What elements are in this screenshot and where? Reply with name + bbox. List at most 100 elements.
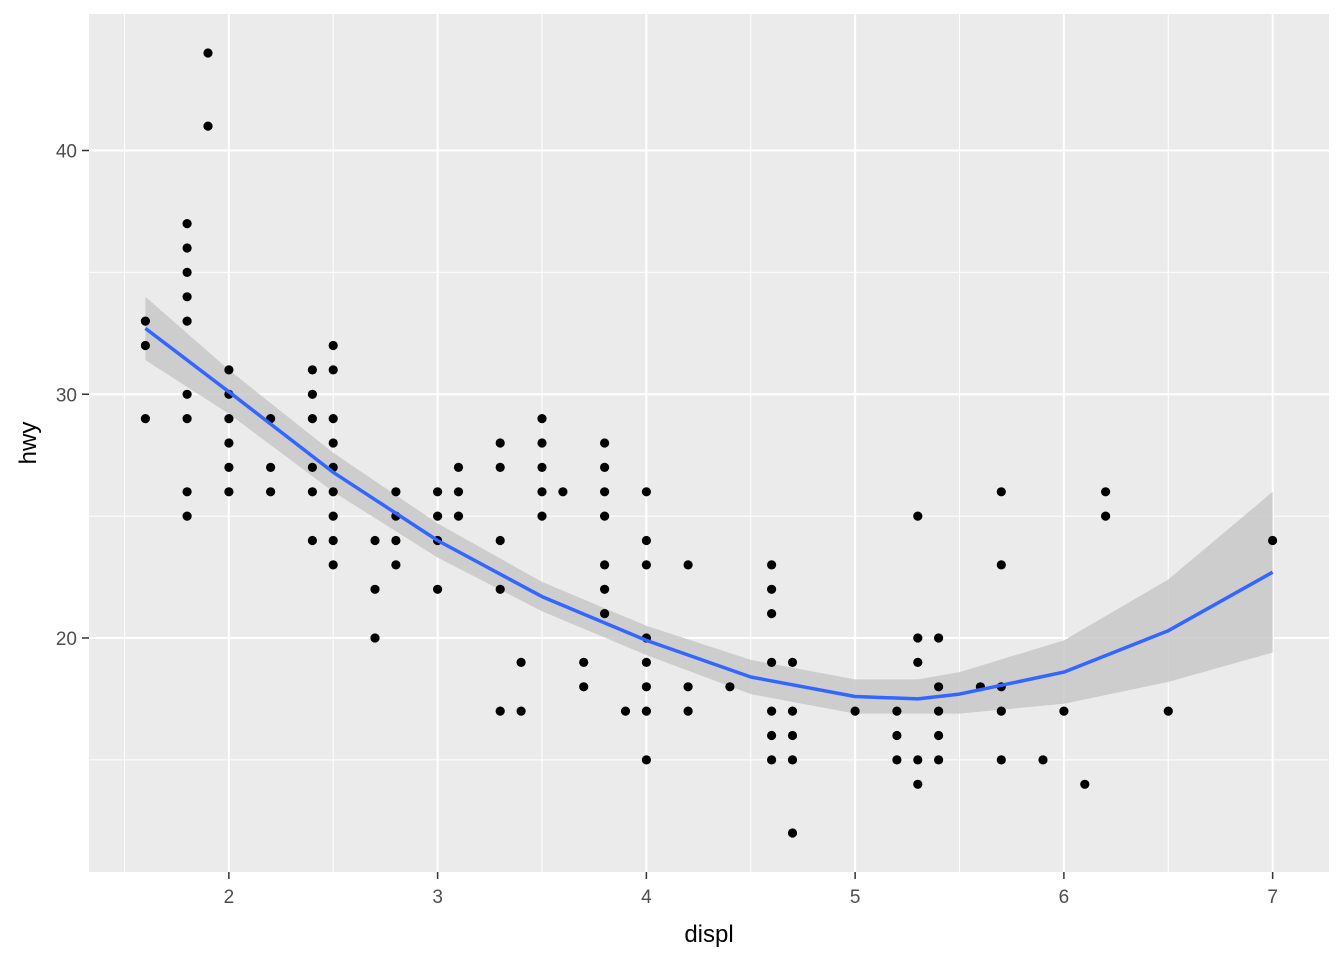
data-point: [600, 609, 610, 619]
data-point: [787, 657, 798, 668]
data-point: [683, 560, 693, 570]
data-point: [433, 511, 443, 521]
data-point: [934, 730, 944, 741]
data-point: [266, 462, 276, 472]
data-point: [537, 438, 547, 448]
data-point: [787, 730, 798, 741]
y-axis: 20 30 40: [56, 142, 89, 650]
data-point: [516, 657, 526, 668]
data-point: [307, 487, 317, 497]
data-point: [579, 657, 589, 668]
data-point: [182, 487, 192, 497]
data-point: [328, 414, 338, 424]
y-axis-title: hwy: [15, 422, 42, 465]
data-point: [913, 511, 923, 521]
data-point: [370, 535, 380, 546]
data-point: [307, 535, 317, 546]
data-point: [767, 609, 777, 619]
x-tick-label: 4: [641, 887, 652, 908]
data-point: [641, 682, 652, 692]
data-point: [182, 389, 192, 399]
data-point: [370, 633, 380, 643]
data-point: [641, 560, 652, 570]
data-point: [391, 535, 401, 546]
data-point: [453, 511, 464, 521]
data-point: [182, 267, 192, 277]
data-point: [579, 682, 589, 692]
data-point: [683, 706, 693, 716]
data-point: [140, 414, 150, 424]
data-point: [516, 706, 526, 716]
data-point: [495, 438, 505, 448]
data-point: [641, 755, 652, 765]
smooth-line: [144, 327, 1274, 701]
data-point: [641, 706, 652, 716]
data-point: [391, 487, 401, 497]
y-tick-label: 40: [56, 142, 77, 163]
data-point: [913, 657, 923, 668]
data-point: [495, 535, 505, 546]
data-point: [1268, 535, 1278, 546]
data-point: [433, 584, 443, 594]
data-point: [913, 779, 923, 789]
data-point: [892, 730, 902, 741]
data-point: [537, 414, 547, 424]
data-point: [683, 682, 693, 692]
data-point: [600, 487, 610, 497]
data-point: [996, 755, 1006, 765]
data-point: [224, 462, 234, 472]
data-point: [140, 340, 150, 351]
data-point: [266, 487, 276, 497]
data-point: [328, 438, 338, 448]
data-point: [767, 730, 777, 741]
data-point: [307, 389, 317, 399]
data-point: [892, 706, 902, 716]
data-point: [600, 560, 610, 570]
data-point: [224, 487, 234, 497]
data-point: [307, 414, 317, 424]
data-point: [641, 657, 652, 668]
x-tick-label: 7: [1267, 887, 1278, 908]
data-point: [600, 438, 610, 448]
data-point: [641, 487, 652, 497]
data-point: [1101, 487, 1111, 497]
data-point: [453, 462, 464, 472]
data-point: [453, 487, 464, 497]
data-point: [996, 560, 1006, 570]
x-tick-label: 2: [224, 887, 235, 908]
data-point: [328, 535, 338, 546]
data-point: [1038, 755, 1048, 765]
data-point: [725, 682, 735, 692]
data-point: [641, 535, 652, 546]
data-point: [495, 462, 505, 472]
data-point: [537, 511, 547, 521]
data-point: [913, 633, 923, 643]
data-point: [224, 365, 234, 375]
confidence-ribbon: [145, 296, 1273, 714]
data-point: [996, 706, 1006, 716]
data-point: [328, 560, 338, 570]
data-point: [182, 219, 192, 229]
data-point: [182, 414, 192, 424]
data-point: [600, 584, 610, 594]
x-tick-label: 6: [1059, 887, 1070, 908]
data-point: [182, 292, 192, 302]
data-point: [370, 584, 380, 594]
data-point: [328, 365, 338, 375]
y-tick-label: 20: [56, 629, 77, 650]
data-point: [203, 48, 213, 58]
data-point: [203, 121, 213, 131]
data-point: [558, 487, 568, 497]
data-points: [140, 48, 1278, 838]
data-point: [767, 560, 777, 570]
x-tick-label: 5: [850, 887, 861, 908]
x-axis: 2 3 4 5 6 7: [224, 872, 1278, 908]
data-point: [495, 706, 505, 716]
data-point: [767, 657, 777, 668]
data-point: [224, 414, 234, 424]
data-point: [140, 316, 150, 326]
x-tick-label: 3: [432, 887, 443, 908]
data-point: [307, 365, 317, 375]
data-point: [1163, 706, 1173, 716]
data-point: [850, 706, 860, 716]
